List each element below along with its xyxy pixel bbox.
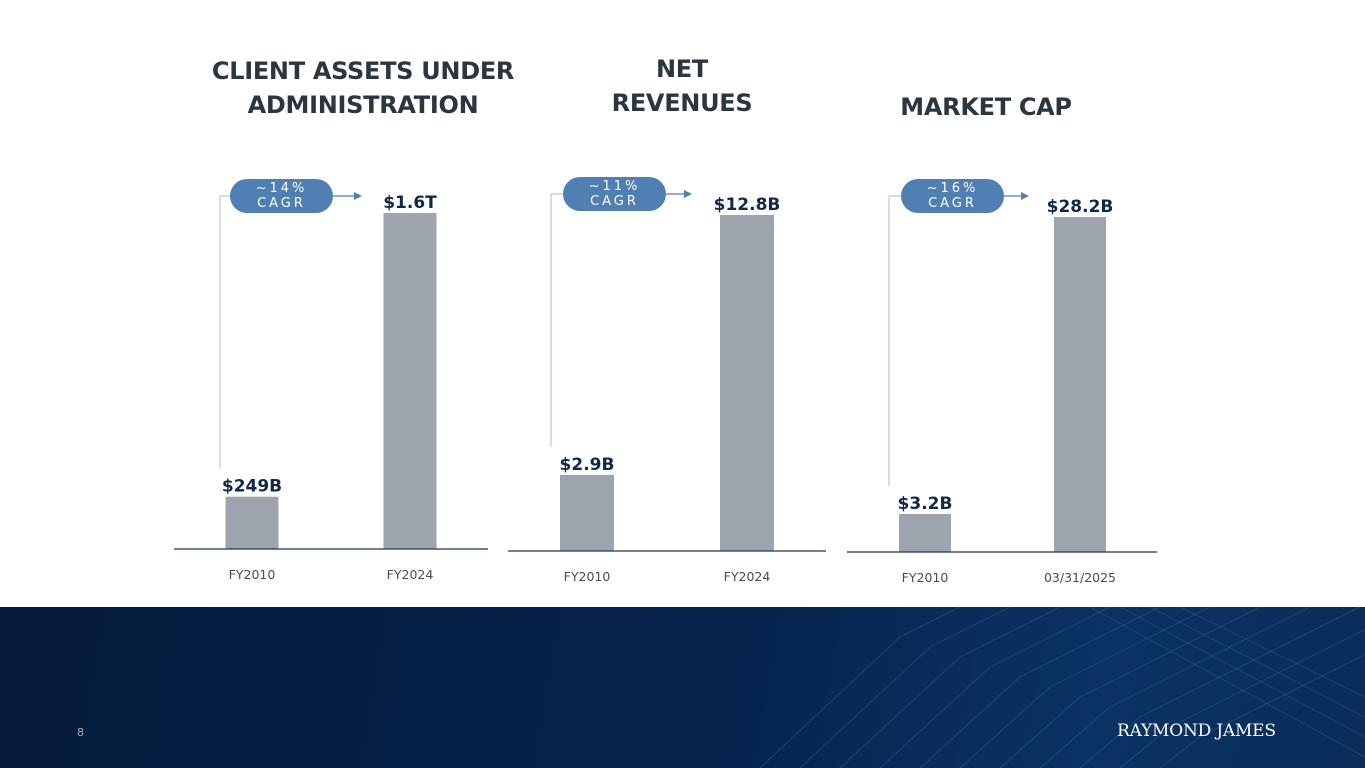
bar [225,496,279,549]
value-label: $249B [222,477,282,497]
category-label: FY2024 [724,569,771,584]
cagr-pill: ~11% CAGR [563,177,666,211]
bar [1054,217,1106,552]
bar [560,474,614,551]
category-label: FY2010 [229,567,276,582]
panel-title-line: REVENUES [611,89,753,117]
footer-band [0,607,1365,768]
category-label: FY2010 [564,569,611,584]
value-label: $3.2B [898,494,953,514]
cagr-arrowhead [354,192,362,200]
cagr-label: CAGR [928,196,977,211]
charts-svg: $249B FY2010 $1.6T FY2024 $2.9B FY2010 $12.8B F… [174,190,1157,585]
category-label: 03/31/2025 [1044,570,1116,585]
value-label: $2.9B [560,455,615,475]
panel-title-line: CLIENT ASSETS UNDER [211,57,515,85]
value-label: $1.6T [383,193,437,213]
bar [899,513,951,552]
cagr-value: ~16% [926,181,979,196]
panel-title-line: MARKET CAP [900,93,1072,121]
category-label: FY2024 [387,567,434,582]
value-label: $28.2B [1047,197,1114,217]
panel-title-client-assets: CLIENT ASSETS UNDER ADMINISTRATION [203,54,523,122]
value-label: $12.8B [714,195,781,215]
cagr-pill: ~14% CAGR [230,179,333,213]
category-label: FY2010 [902,570,949,585]
cagr-arrowhead [684,190,692,198]
cagr-label: CAGR [257,196,306,211]
cagr-arrowhead [1021,192,1029,200]
panel-title-market-cap: MARKET CAP [886,90,1086,124]
page-number: 8 [77,726,84,739]
footer-pattern [759,607,1365,768]
cagr-value: ~14% [255,181,308,196]
brand-logo: RAYMOND JAMES [1117,721,1276,741]
panel-title-line: NET [656,55,708,83]
cagr-pill: ~16% CAGR [901,179,1004,213]
bar [720,215,774,551]
bar [383,213,437,549]
cagr-label: CAGR [590,194,639,209]
panel-title-net-revenues: NET REVENUES [582,52,782,120]
panel-title-line: ADMINISTRATION [247,91,479,119]
cagr-value: ~11% [588,179,641,194]
